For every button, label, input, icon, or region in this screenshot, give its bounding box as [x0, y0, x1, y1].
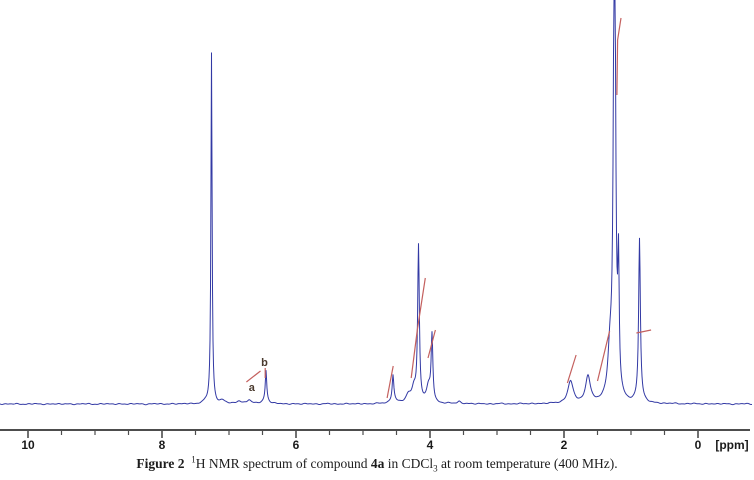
integral-mark: [386, 365, 394, 399]
solvent-subscript: 3: [433, 463, 438, 474]
axis-tick-label: 6: [293, 438, 300, 452]
integral-marks: [246, 17, 652, 399]
integral-mark: [616, 17, 622, 96]
nmr-spectrum-plot: ab 10 8 6 4 2 0 [ppm]: [0, 0, 753, 452]
integral-mark: [410, 277, 426, 379]
axis-tick-label: 10: [21, 438, 35, 452]
figure-caption: Figure 2 1H NMR spectrum of compound 4a …: [0, 454, 754, 474]
integral-mark: [596, 330, 611, 382]
caption-text-1: H NMR spectrum of compound: [195, 456, 371, 471]
peak-label-a: a: [249, 382, 256, 394]
axis-tick-label: 8: [159, 438, 166, 452]
nucleus-superscript: 1: [191, 454, 196, 465]
integral-mark: [566, 354, 577, 384]
axis-tick-label: 0: [695, 438, 702, 452]
integral-mark: [246, 370, 261, 383]
axis-tick-label: 4: [427, 438, 434, 452]
caption-text-3: at room temperature (400 MHz).: [437, 456, 618, 471]
caption-text-2: in CDCl: [384, 456, 434, 471]
x-axis: 10 8 6 4 2 0 [ppm]: [0, 429, 750, 452]
figure-number: Figure 2: [136, 456, 185, 471]
compound-id: 4a: [370, 456, 385, 471]
peak-label-b: b: [261, 357, 268, 369]
integral-mark: [427, 329, 436, 359]
ppm-unit-label: [ppm]: [715, 438, 748, 452]
integral-mark: [636, 329, 652, 334]
axis-tick-label: 2: [561, 438, 568, 452]
peak-labels: ab: [249, 357, 268, 394]
nmr-trace: [0, 0, 753, 406]
